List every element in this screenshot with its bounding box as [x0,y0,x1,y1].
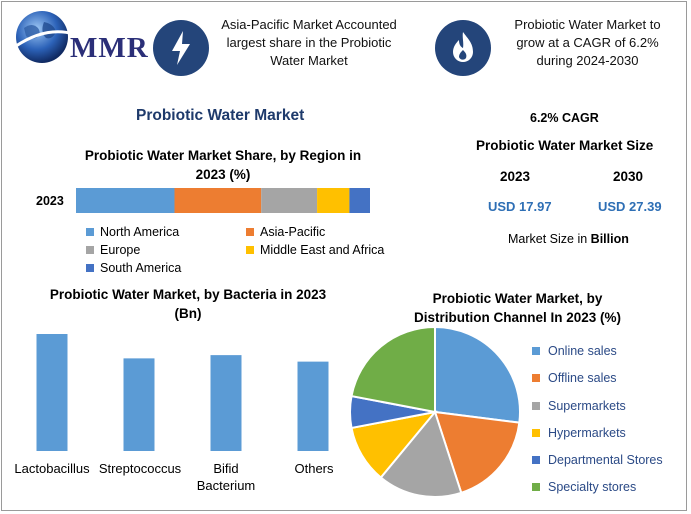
legend-asia-pacific: Asia-Pacific [246,225,325,239]
globe-logo-icon [15,11,75,63]
pie-slice-specialty-stores [350,325,436,414]
legend-north-america: North America [86,225,179,239]
legend-middle-east-africa: Middle East and Africa [246,243,384,257]
lightning-bolt-icon [153,20,209,76]
bacteria-label-3: Others [294,461,334,476]
logo-text: MMR [70,32,149,64]
value-2023: USD 17.97 [488,199,552,214]
bacteria-label-1: Streptococcus [98,461,182,476]
pie-slice-offline-sales [433,410,521,495]
bacteria-bar-3 [297,361,329,451]
year-2023-label: 2023 [500,169,531,184]
region-segment-north-america [76,188,175,213]
legend-offline-sales: Offline sales [532,371,617,385]
region-segment-europe [261,188,318,213]
bacteria-label-0: Lactobacillus [14,461,90,476]
legend-hypermarkets: Hypermarkets [532,426,626,440]
market-size-note: Market Size in Billion [508,232,629,246]
region-segment-asia-pacific [174,188,262,213]
pie-slice-online-sales [434,325,521,424]
bacteria-chart-title: Probiotic Water Market, by Bacteria in 2… [49,287,327,321]
distribution-chart-title: Probiotic Water Market, by Distribution … [413,291,622,325]
header-right-text: Probiotic Water Market to grow at a CAGR… [514,17,661,68]
pie-slice-supermarkets [379,409,463,498]
market-size-title: Probiotic Water Market Size [476,138,654,153]
bacteria-bar-0 [36,334,68,451]
bacteria-bar-1 [123,358,155,451]
year-2030-label: 2030 [613,169,644,184]
legend-online-sales: Online sales [532,344,617,358]
legend-south-america: South America [86,261,181,275]
cagr-label: 6.2% CAGR [530,111,599,125]
legend-specialty-stores: Specialty stores [532,480,636,494]
header-left-text: Asia-Pacific Market Accounted largest sh… [221,17,397,68]
region-year-label: 2023 [36,194,64,208]
flame-icon [435,20,491,76]
value-2030: USD 27.39 [598,199,662,214]
distribution-pie-chart [349,325,521,498]
legend-supermarkets: Supermarkets [532,399,626,413]
region-segment-middle-east-and-africa [317,188,350,213]
region-stacked-bar [76,188,370,213]
bacteria-bar-chart [36,334,329,451]
bacteria-bar-2 [210,355,242,451]
legend-departmental-stores: Departmental Stores [532,453,663,467]
region-segment-south-america [349,188,370,213]
legend-europe: Europe [86,243,140,257]
main-title: Probiotic Water Market [136,107,305,124]
region-chart-title: Probiotic Water Market Share, by Region … [84,148,362,182]
bacteria-label-2: Bifid Bacterium [196,461,256,493]
